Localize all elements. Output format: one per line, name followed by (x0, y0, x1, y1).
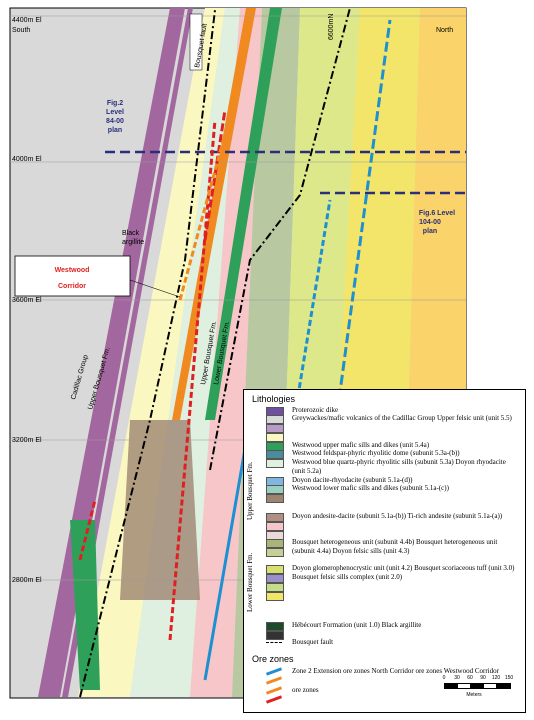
legend-swatch (266, 631, 284, 640)
legend-text: Proterozoic dike (292, 406, 339, 414)
plan-label: Level (106, 109, 124, 116)
south-label: South (12, 27, 30, 34)
legend-text: Doyon andesite-dacite (subunit 5.1a-(b))… (292, 512, 503, 520)
legend-swatch (266, 622, 284, 631)
legend-text: Zone 2 Extension ore zones North Corrido… (292, 667, 499, 675)
legend-swatch (266, 513, 284, 522)
legend-swatch (266, 574, 284, 583)
elevation-label: 4000m El (12, 156, 42, 163)
elevation-label: 3200m El (12, 437, 42, 444)
plan-label: Fig.2 (107, 100, 123, 107)
scale-unit: Meters (466, 692, 482, 698)
north-label: North (436, 27, 453, 34)
scale-label: 60 (467, 675, 473, 681)
plan-label: plan (423, 228, 437, 235)
legend-line (265, 686, 283, 695)
plan-label: 104-00 (419, 219, 441, 226)
legend-text: Westwood blue quartz-phyric rhyolitic si… (292, 458, 506, 475)
argillite-label: argillite (122, 239, 144, 246)
legend: Lithologies Upper Bousquet Fm. Lower Bou… (243, 389, 526, 713)
legend-text: Bousquet fault (292, 638, 334, 646)
group-label: Lower Bousquet Fm. (246, 552, 254, 612)
corridor-label: Westwood (55, 267, 90, 274)
legend-swatch (266, 450, 284, 459)
legend-swatch (266, 494, 284, 503)
plan-label: Fig.6 Level (419, 210, 455, 217)
scale-label: 0 (442, 675, 446, 681)
legend-text: Bousquet heterogeneous unit (subunit 4.4… (292, 538, 498, 555)
scale-label: 120 (491, 675, 501, 681)
legend-swatch (266, 433, 284, 442)
legend-swatch (266, 583, 284, 592)
argillite-label: Black (122, 230, 140, 237)
scale-bar (496, 683, 511, 689)
scale-label: 150 (504, 675, 514, 681)
legend-swatch (266, 592, 284, 601)
ore-title: Ore zones (252, 654, 294, 664)
legend-text: Greywackes/mafic volcanics of the Cadill… (292, 414, 512, 422)
scale-label: 90 (480, 675, 486, 681)
legend-swatch (266, 415, 284, 424)
plan-label: plan (108, 127, 122, 134)
elevation-label: 2800m El (12, 577, 42, 584)
legend-text: Westwood upper mafic sills and dikes (un… (292, 441, 430, 449)
corridor-label: Corridor (58, 283, 86, 290)
legend-text: Westwood feldspar-phyric rhyolitic dome … (292, 449, 460, 457)
scale-label: 30 (454, 675, 460, 681)
legend-text: Westwood lower mafic sills and dikes (su… (292, 484, 449, 492)
plan-label: 84-00 (106, 118, 124, 125)
group-label: Upper Bousquet Fm. (246, 461, 254, 520)
legend-line (265, 676, 283, 685)
legend-text: ore zones (292, 686, 319, 694)
legend-line (265, 695, 283, 704)
elevation-label: 3600m El (12, 297, 42, 304)
legend-swatch (266, 565, 284, 574)
legend-swatch (266, 459, 284, 468)
legend-title: Lithologies (252, 394, 296, 404)
grid-label: 6600mN (328, 14, 335, 40)
legend-swatch (266, 522, 284, 531)
legend-swatch (266, 485, 284, 494)
legend-text: Doyon dacite-rhyodacite (subunit 5.1a-(d… (292, 476, 413, 484)
legend-swatch (266, 424, 284, 433)
legend-text: Doyon glomerophenocrystic unit (unit 4.2… (292, 564, 515, 581)
legend-line (265, 667, 283, 676)
legend-swatch (266, 642, 282, 643)
legend-swatch (266, 548, 284, 557)
legend-swatch (266, 539, 284, 548)
legend-text: Hébécourt Formation (unit 1.0) Black arg… (292, 621, 422, 629)
elevation-label: 4400m El (12, 17, 42, 24)
